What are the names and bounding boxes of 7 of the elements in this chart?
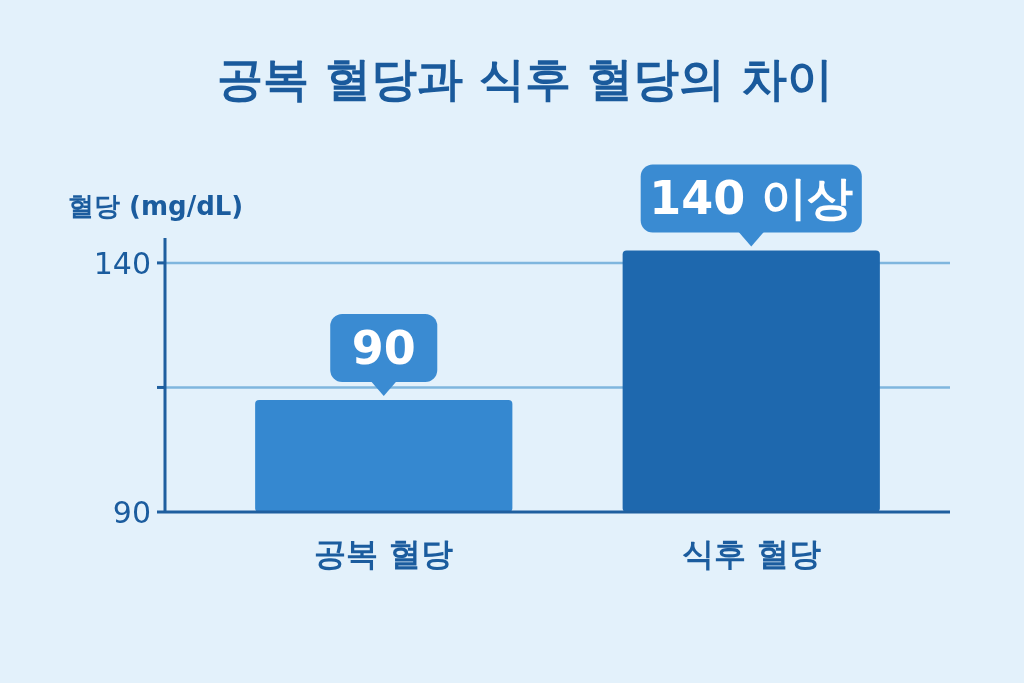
- x-tick-label: 공복 혈당: [314, 535, 454, 573]
- x-tick-label: 식후 혈당: [681, 535, 821, 573]
- chart-title: 공복 혈당과 식후 혈당의 차이: [216, 52, 834, 106]
- annotation: 140 이상: [649, 171, 854, 226]
- y-axis-title: 혈당 (mg/dL): [68, 191, 244, 221]
- annotation: 90: [351, 320, 416, 375]
- y-tick-label: 140: [93, 245, 151, 281]
